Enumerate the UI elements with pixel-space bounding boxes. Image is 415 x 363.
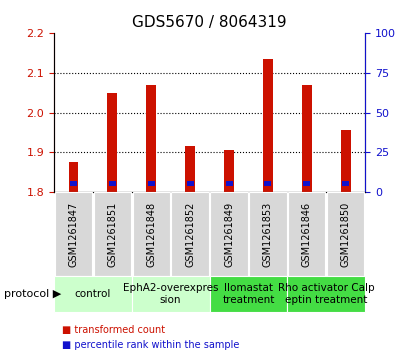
Text: GSM1261846: GSM1261846 [302,201,312,267]
Text: ■ percentile rank within the sample: ■ percentile rank within the sample [62,340,239,350]
Text: GSM1261847: GSM1261847 [68,201,78,267]
Text: GSM1261850: GSM1261850 [341,201,351,267]
Text: GSM1261849: GSM1261849 [224,201,234,267]
Bar [302,85,312,192]
Bar [70,181,77,186]
Text: ■ transformed count: ■ transformed count [62,325,165,335]
Title: GDS5670 / 8064319: GDS5670 / 8064319 [132,15,287,30]
Bar [224,150,234,192]
Text: GSM1261851: GSM1261851 [107,201,117,267]
Bar [342,181,349,186]
Bar [109,181,116,186]
Bar [185,146,195,192]
Bar [187,181,194,186]
Bar [341,130,351,192]
Text: GSM1261853: GSM1261853 [263,201,273,267]
Text: Rho activator Calp
eptin treatment: Rho activator Calp eptin treatment [278,283,375,305]
Text: Ilomastat
treatment: Ilomastat treatment [222,283,275,305]
Text: GSM1261848: GSM1261848 [146,201,156,267]
Text: EphA2-overexpres
sion: EphA2-overexpres sion [123,283,218,305]
Bar [148,181,155,186]
Text: protocol ▶: protocol ▶ [4,289,61,299]
Bar [68,162,78,192]
Text: control: control [75,289,111,299]
Bar [263,58,273,192]
Bar [146,85,156,192]
Bar [264,181,271,186]
Bar [107,93,117,192]
Text: GSM1261852: GSM1261852 [185,201,195,267]
Bar [225,181,232,186]
Bar [303,181,310,186]
